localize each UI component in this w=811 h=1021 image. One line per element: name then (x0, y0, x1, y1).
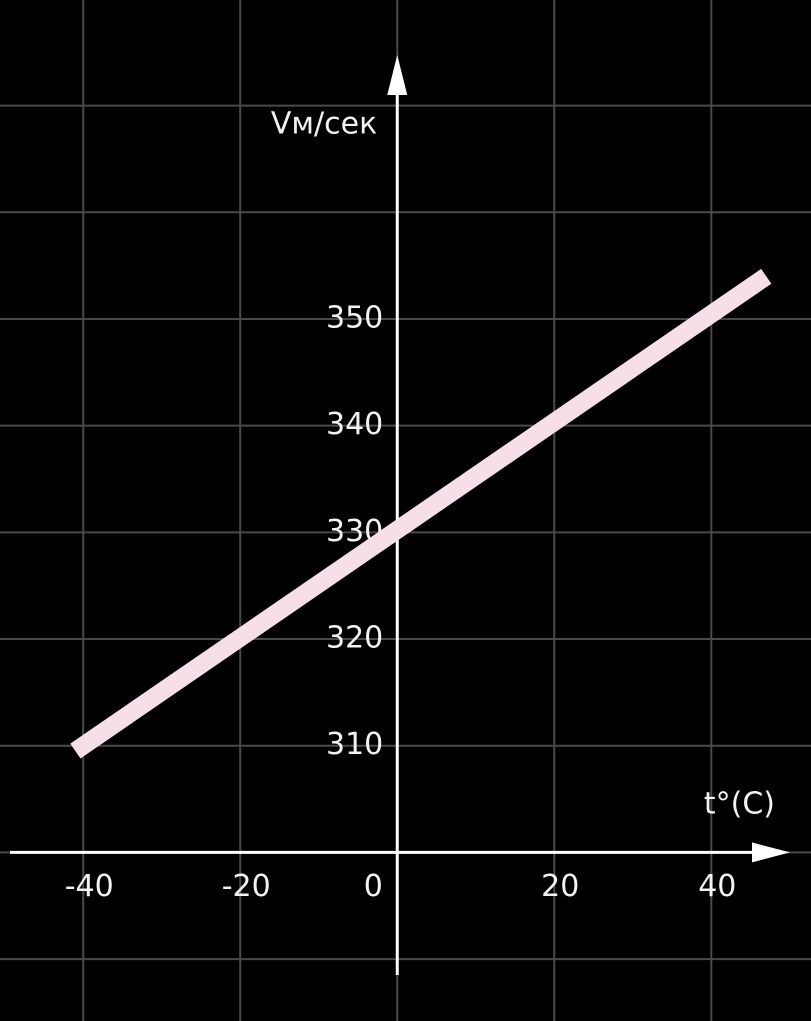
line (70, 268, 772, 759)
x-axis-label: t°(C) (704, 787, 775, 822)
x-tick-label: -40 (65, 869, 114, 904)
y-tick-label: 320 (326, 621, 383, 656)
y-axis-label: Vм/сек (271, 107, 377, 142)
y-tick-label: 310 (326, 727, 383, 762)
y-tick-label: 340 (326, 407, 383, 442)
x-tick-label: 40 (698, 869, 736, 904)
y-axis-arrow (387, 55, 408, 95)
x-axis-arrow (752, 842, 790, 863)
x-tick-label: 20 (541, 869, 579, 904)
y-tick-label: 350 (326, 300, 383, 335)
x-tick-label: -20 (222, 869, 271, 904)
x-tick-label: 0 (364, 869, 383, 904)
